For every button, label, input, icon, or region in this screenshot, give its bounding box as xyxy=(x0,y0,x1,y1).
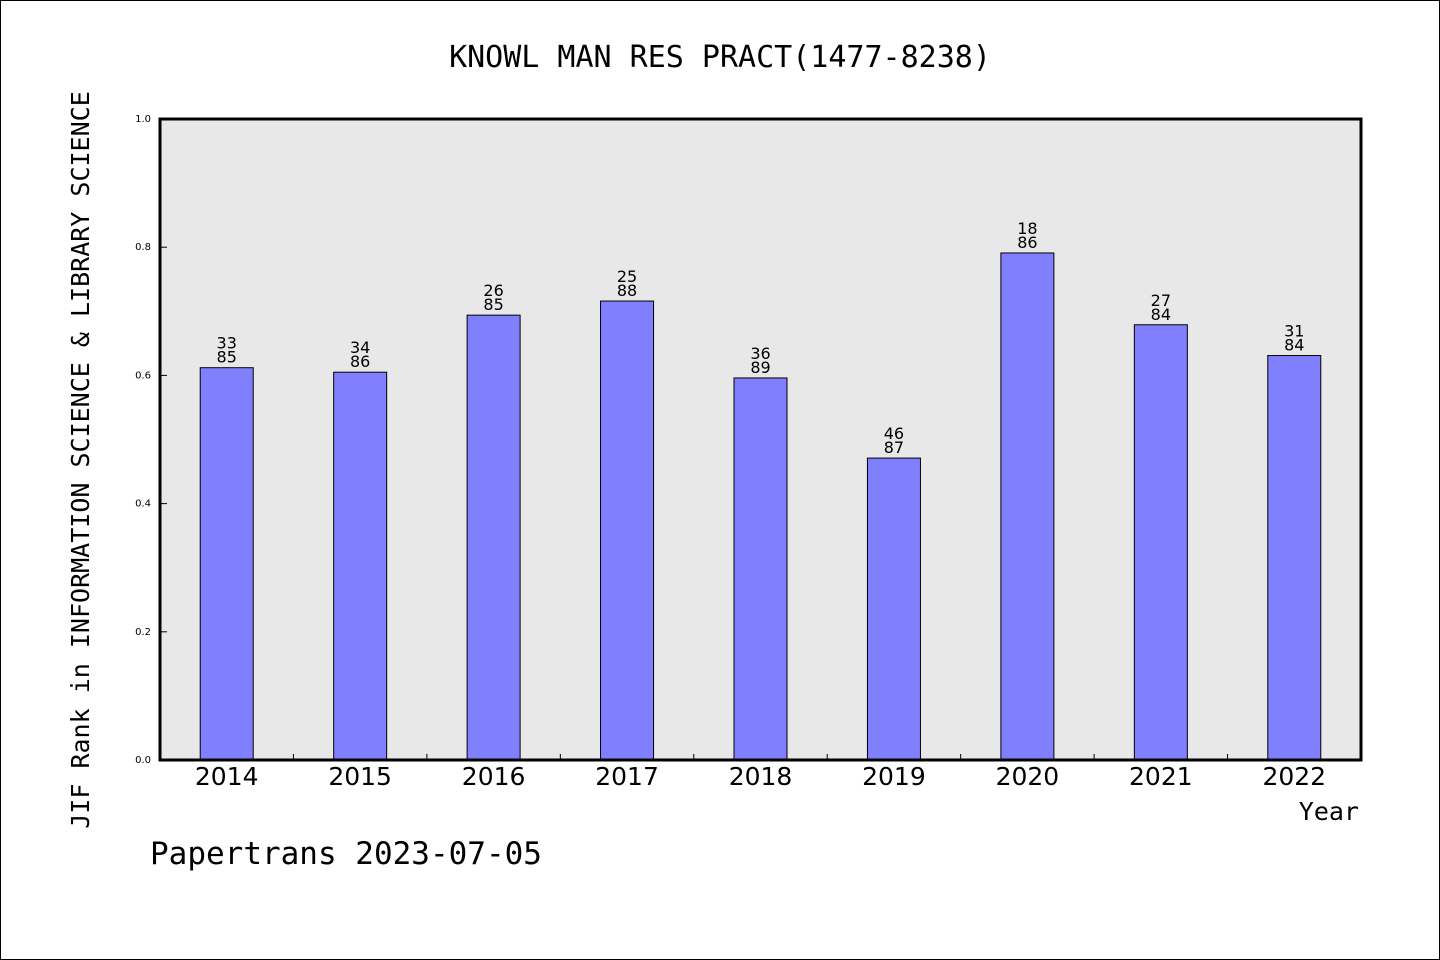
x-tick-label: 2019 xyxy=(862,762,926,791)
bar-label-total: 88 xyxy=(617,281,637,300)
bar-label-rank: 18 xyxy=(1017,219,1037,238)
x-tick-label: 2018 xyxy=(729,762,793,791)
plot-border xyxy=(158,117,1363,762)
bar-label-rank: 33 xyxy=(217,334,237,353)
x-tick-label: 2020 xyxy=(996,762,1060,791)
x-tick-label: 2015 xyxy=(328,762,392,791)
bar-2014 xyxy=(199,367,254,761)
x-tick-label: 2021 xyxy=(1129,762,1193,791)
y-tick-label: 0.8 xyxy=(135,242,151,253)
footer-credit: Papertrans 2023-07-05 xyxy=(150,836,542,872)
x-tick-label: 2014 xyxy=(195,762,259,791)
bar-label-total: 85 xyxy=(217,348,237,367)
x-axis-label: Year xyxy=(1299,797,1359,826)
y-tick-label: 1.0 xyxy=(135,114,151,125)
bar-label-total: 86 xyxy=(350,352,370,371)
y-tick-label: 0.0 xyxy=(135,755,151,766)
x-tick-label: 2017 xyxy=(595,762,659,791)
x-ticks-layer: 2014 2015 2016 2017 2018 2019 2020 2021 2022 xyxy=(195,754,1326,791)
bar-label-rank: 26 xyxy=(483,281,503,300)
bar-label-rank: 31 xyxy=(1284,322,1304,341)
bar-2018 xyxy=(733,377,788,761)
x-tick-label: 2022 xyxy=(1262,762,1326,791)
bar-label-total: 86 xyxy=(1017,233,1037,252)
bar-label-rank: 36 xyxy=(750,344,770,363)
bar-label-rank: 25 xyxy=(617,267,637,286)
y-axis-label: JIF Rank in INFORMATION SCIENCE & LIBRAR… xyxy=(66,91,95,829)
chart-title: KNOWL MAN RES PRACT(1477-8238) xyxy=(449,40,991,75)
bar-label-rank: 34 xyxy=(350,338,370,357)
y-tick-label: 0.2 xyxy=(135,627,151,638)
bar-label-total: 84 xyxy=(1284,336,1304,355)
y-tick-label: 0.6 xyxy=(135,370,151,381)
bar-2016 xyxy=(466,314,521,761)
bar-2022 xyxy=(1267,355,1322,761)
bar-label-total: 84 xyxy=(1151,305,1171,324)
bar-label-total: 87 xyxy=(884,438,904,457)
bar-2017 xyxy=(600,300,655,761)
bar-label-rank: 27 xyxy=(1151,291,1171,310)
bar-label-rank: 46 xyxy=(884,424,904,443)
bar-2021 xyxy=(1133,324,1188,761)
bar-label-total: 89 xyxy=(750,358,770,377)
bar-label-total: 85 xyxy=(483,295,503,314)
bar-2019 xyxy=(866,457,921,761)
bar-2020 xyxy=(1000,252,1055,761)
bar-2015 xyxy=(333,371,388,761)
y-tick-label: 0.4 xyxy=(135,499,151,510)
x-tick-label: 2016 xyxy=(462,762,526,791)
